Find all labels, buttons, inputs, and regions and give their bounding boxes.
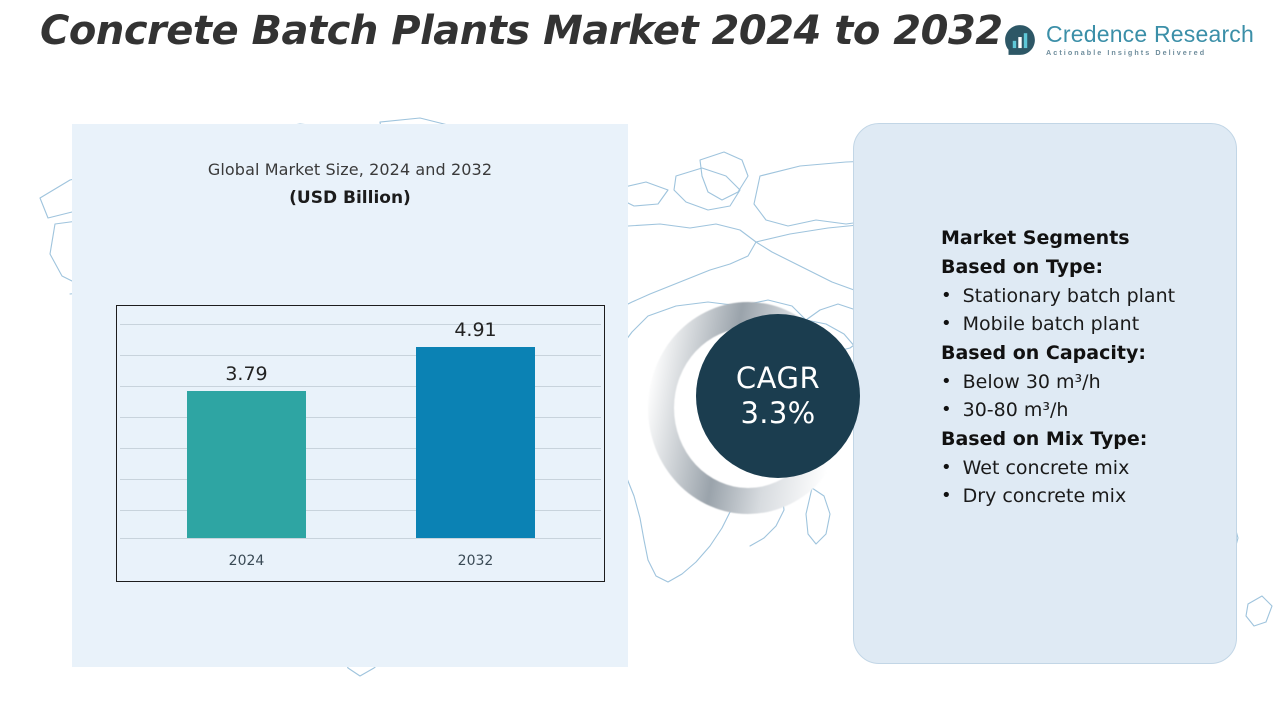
segment-group-heading: Based on Type: (941, 255, 1104, 278)
bar-2024 (187, 391, 306, 539)
segment-item-label: Stationary batch plant (962, 284, 1176, 307)
x-axis-baseline (120, 538, 601, 539)
header: Concrete Batch Plants Market 2024 to 203… (0, 0, 1280, 72)
bar-chart: 3.79 2024 4.91 2032 (116, 305, 605, 582)
chart-plot-area: 3.79 2024 4.91 2032 (117, 306, 604, 581)
logo-name: Credence Research (1046, 21, 1254, 47)
page-title: Concrete Batch Plants Market 2024 to 203… (40, 8, 1003, 54)
logo-text: Credence Research Actionable Insights De… (1046, 22, 1254, 57)
bar-value-label: 4.91 (454, 319, 497, 341)
chart-heading: Global Market Size, 2024 and 2032 (USD B… (72, 160, 628, 208)
segment-item-label: Mobile batch plant (962, 313, 1140, 336)
segment-list-item: • Stationary batch plant (941, 282, 1221, 311)
segment-list-item: • Mobile batch plant (941, 310, 1221, 339)
cagr-label: CAGR (735, 360, 821, 395)
segments-groups: Based on Type: • Stationary batch plant • Mo… (941, 253, 1221, 511)
segment-item-label: 30-80 m³/h (962, 399, 1069, 422)
bullet-icon: • (941, 456, 952, 478)
segment-item-label: Below 30 m³/h (962, 370, 1101, 393)
bar-chart-bubble-icon (1005, 24, 1035, 55)
bullet-icon: • (941, 313, 952, 335)
bar-value-label: 3.79 (225, 363, 268, 385)
x-axis-label-2024: 2024 (228, 553, 265, 569)
bullet-icon: • (941, 485, 952, 506)
bullet-icon: • (941, 284, 952, 306)
brand-logo: Credence Research Actionable Insights De… (1003, 22, 1254, 57)
segment-item-label: Wet concrete mix (962, 456, 1130, 479)
bar-2032 (416, 347, 535, 539)
segment-list-item: • Below 30 m³/h (941, 368, 1221, 397)
segment-group-heading: Based on Mix Type: (941, 427, 1148, 450)
cagr-circle: CAGR 3.3% (696, 314, 860, 478)
segment-list-item: • Dry concrete mix (941, 482, 1221, 511)
segment-item-label: Dry concrete mix (962, 485, 1127, 507)
chart-heading-primary: Global Market Size, 2024 and 2032 (207, 160, 493, 179)
bullet-icon: • (941, 370, 952, 392)
chart-heading-units: (USD Billion) (289, 188, 411, 208)
segment-list-item: • 30-80 m³/h (941, 396, 1221, 425)
x-axis-label-2032: 2032 (457, 553, 494, 569)
cagr-value: 3.3% (740, 396, 816, 430)
cagr-badge: CAGR 3.3% (648, 296, 878, 526)
bullet-icon: • (941, 399, 952, 421)
market-segments-list: Market Segments Based on Type: • Stationar… (941, 224, 1221, 511)
segment-list-item: • Wet concrete mix (941, 454, 1221, 483)
segments-title: Market Segments (941, 227, 1130, 249)
segment-group-heading: Based on Capacity: (941, 341, 1146, 364)
logo-tagline: Actionable Insights Delivered (1046, 48, 1207, 58)
